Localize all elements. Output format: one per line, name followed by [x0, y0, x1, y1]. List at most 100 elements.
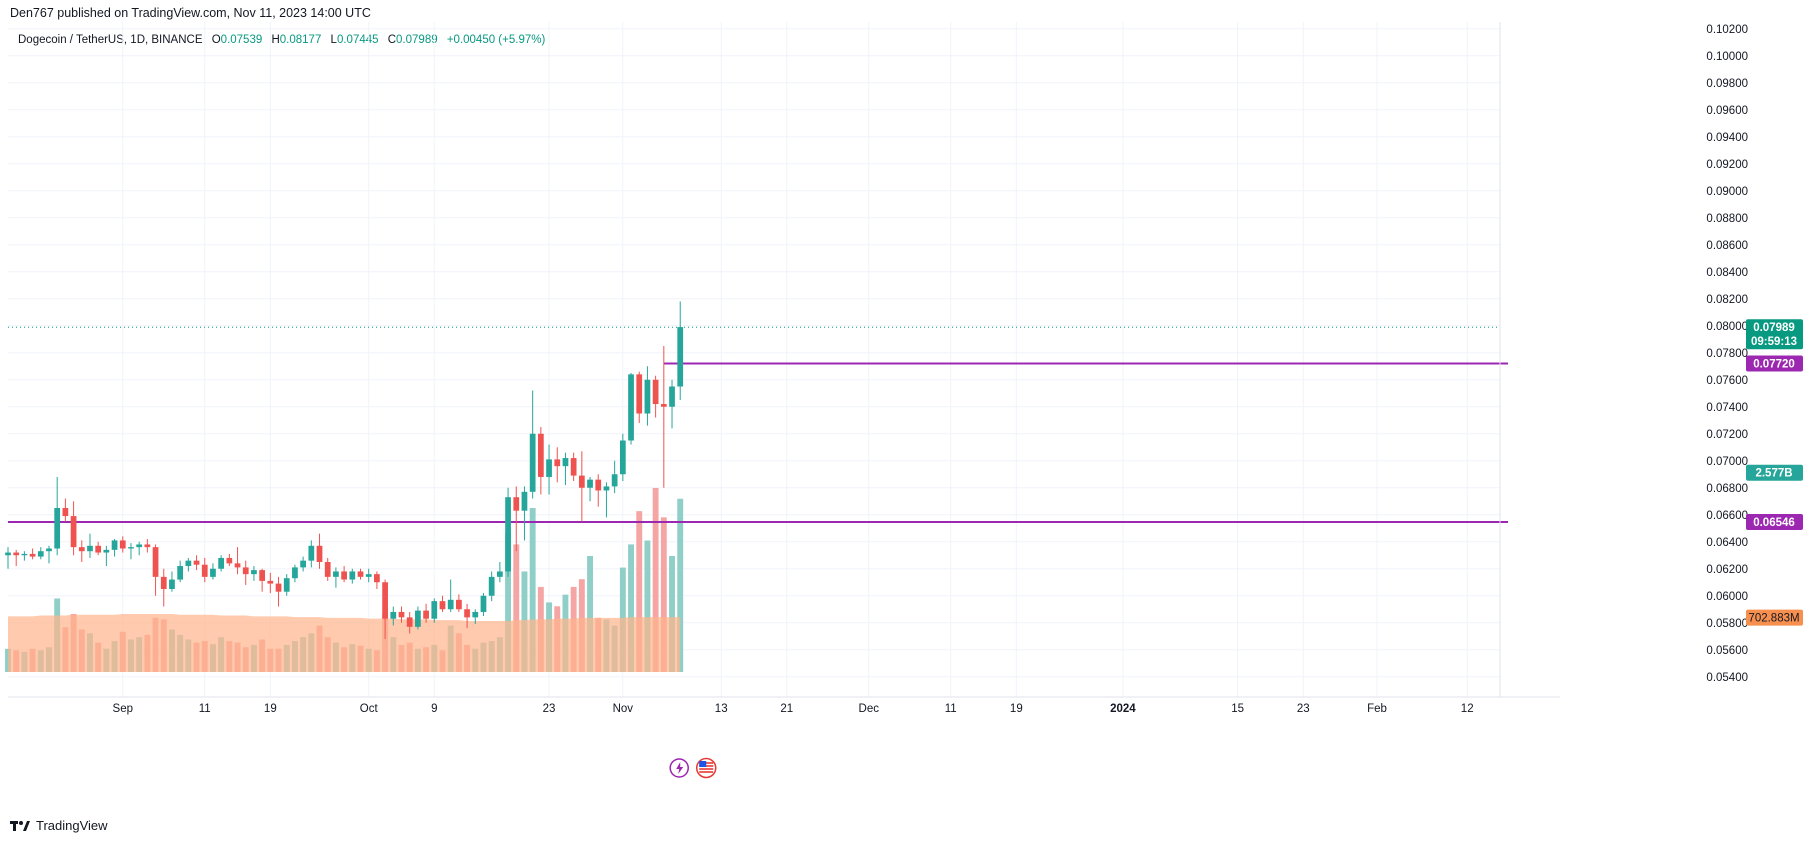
candle-body [103, 549, 110, 553]
level-price-badge-bg [1746, 514, 1803, 531]
level-price-badge-bg [1746, 355, 1803, 372]
candle-body [78, 547, 85, 552]
candle-body [193, 560, 200, 565]
close-label: C [387, 34, 397, 46]
candle-body [513, 497, 520, 511]
tradingview-brand[interactable]: TradingView [10, 818, 108, 833]
low-value: 0.07445 [336, 34, 379, 46]
price-tick-label: 0.06400 [1706, 537, 1748, 549]
time-tick-label: Nov [613, 703, 634, 715]
candle-body [275, 583, 282, 592]
candle-body [374, 574, 380, 583]
price-tick-label: 0.08800 [1706, 213, 1748, 225]
candle-body [415, 610, 421, 627]
candle-body [119, 540, 126, 549]
price-tick-label: 0.06800 [1706, 483, 1748, 495]
candle-body [488, 576, 495, 596]
volume-ma-area [8, 614, 681, 672]
candle-body [447, 599, 454, 610]
price-tick-label: 0.07400 [1706, 402, 1748, 414]
level-price-badge: 0.06546 [1753, 517, 1795, 529]
candle-body [283, 578, 290, 592]
candle-body [259, 570, 266, 581]
event-icons[interactable] [669, 757, 717, 779]
volume-badge: 2.577B [1755, 468, 1792, 480]
price-tick-label: 0.08400 [1706, 267, 1748, 279]
price-tick-label: 0.06000 [1706, 591, 1748, 603]
candle-body [242, 567, 249, 575]
candle-body [128, 547, 134, 549]
candle-body [62, 508, 69, 517]
candle-body [46, 548, 52, 552]
candle-body [611, 474, 618, 487]
candle-body [537, 433, 544, 477]
volume-badge-bg [1746, 464, 1803, 481]
candle-body [439, 601, 446, 610]
price-tick-label: 0.07200 [1706, 429, 1748, 441]
price-tick-label: 0.09200 [1706, 159, 1748, 171]
time-tick-label: 23 [543, 703, 556, 715]
candle-body [480, 595, 487, 612]
time-tick-label: 23 [1297, 703, 1310, 715]
candle-body [177, 566, 184, 580]
brand-name: TradingView [36, 818, 108, 833]
candle-body [669, 386, 675, 407]
time-tick-label: Sep [113, 703, 133, 715]
candle-body [5, 552, 11, 556]
candle-body [636, 374, 643, 414]
candles[interactable] [5, 301, 684, 639]
price-badges: 0.07989 09:59:13 0.06546 0.07720 2.577B 702.8… [1746, 319, 1803, 626]
candle-body [587, 479, 593, 488]
time-tick-label: 19 [264, 703, 277, 715]
price-tick-label: 0.05400 [1706, 672, 1748, 684]
price-tick-label: 0.07000 [1706, 456, 1748, 468]
candle-body [382, 582, 388, 619]
volume-bar [677, 498, 684, 672]
candle-body [546, 459, 552, 477]
price-tick-label: 0.05600 [1706, 645, 1748, 657]
candle-body [333, 571, 339, 577]
candle-body [628, 374, 634, 441]
candle-body [210, 568, 216, 577]
last-price-badge-bg [1746, 319, 1803, 350]
time-tick-label: Oct [360, 703, 379, 715]
candle-body [357, 571, 364, 577]
candle-body [169, 579, 175, 589]
candle-body [54, 508, 61, 549]
volume-bar [669, 556, 675, 672]
high-value: 0.08177 [279, 34, 322, 46]
volume-bar [636, 511, 643, 672]
candle-body [95, 545, 102, 553]
candle-body [324, 562, 331, 577]
price-tick-label: 0.09400 [1706, 132, 1748, 144]
candle-body [603, 486, 610, 491]
candle-body [292, 567, 298, 579]
candle-body [70, 516, 77, 548]
lightning-glyph [676, 762, 684, 774]
candle-body [423, 610, 429, 619]
volume-bar [513, 544, 520, 672]
price-tick-label: 0.08200 [1706, 294, 1748, 306]
candle-body [644, 379, 651, 414]
time-tick-label: 15 [1231, 703, 1244, 715]
candle-body [554, 459, 561, 467]
volume-ma-badge: 702.883M [1748, 613, 1799, 625]
volume-bar [529, 508, 536, 672]
candle-body [251, 570, 257, 575]
candle-body [21, 553, 28, 556]
volume-ma-area [8, 614, 681, 672]
time-tick-label: Dec [859, 703, 880, 715]
candle-body [390, 611, 397, 619]
volume-bar [652, 487, 659, 672]
publisher-header: Den767 published on TradingView.com, Nov… [10, 6, 371, 20]
candle-body [464, 609, 470, 618]
symbol-title[interactable]: Dogecoin / TetherUS, 1D, BINANCE [18, 34, 203, 46]
time-tick-label: 11 [945, 703, 957, 715]
candle-body [652, 379, 659, 405]
price-tick-label: 0.08600 [1706, 240, 1748, 252]
level-lines[interactable] [8, 326, 1508, 524]
candle-body [13, 552, 20, 556]
price-tick-label: 0.05800 [1706, 618, 1748, 630]
candle-body [398, 611, 405, 618]
